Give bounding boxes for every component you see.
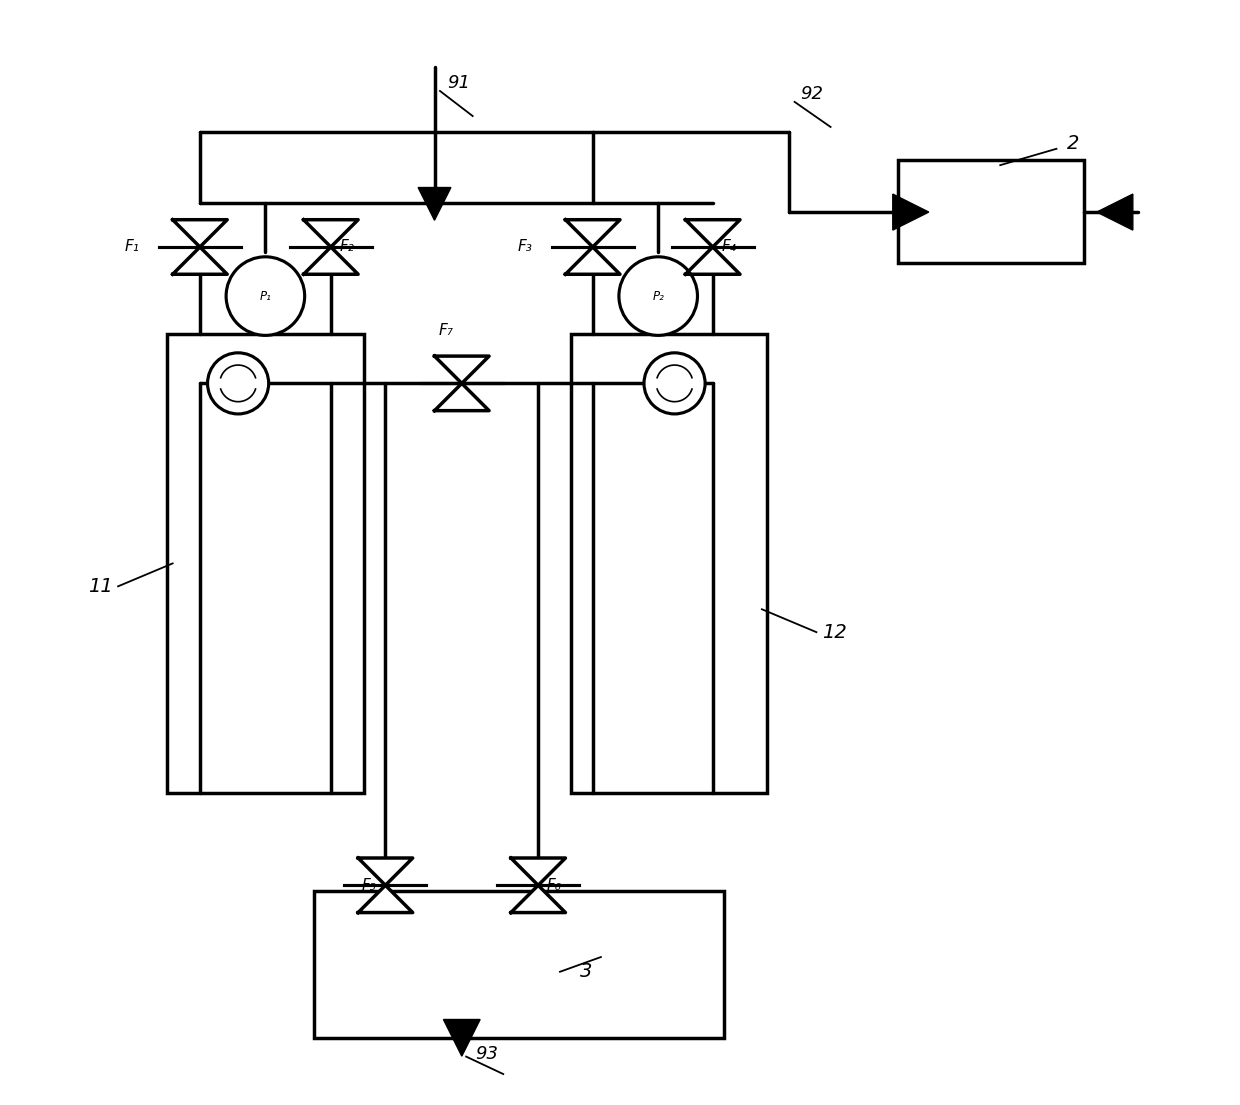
- Text: 3: 3: [580, 962, 593, 981]
- Text: 11: 11: [88, 577, 113, 596]
- Text: F₅: F₅: [362, 877, 377, 893]
- Polygon shape: [565, 248, 620, 274]
- Polygon shape: [511, 857, 565, 885]
- Polygon shape: [511, 885, 565, 913]
- Polygon shape: [304, 248, 358, 274]
- Text: 91: 91: [448, 74, 471, 93]
- Text: P₁: P₁: [259, 290, 272, 303]
- Text: 12: 12: [822, 622, 847, 642]
- Polygon shape: [418, 188, 451, 220]
- Polygon shape: [686, 248, 740, 274]
- Polygon shape: [358, 857, 413, 885]
- Text: F₇: F₇: [438, 323, 453, 337]
- Polygon shape: [434, 356, 489, 383]
- Polygon shape: [565, 220, 620, 248]
- Polygon shape: [172, 248, 227, 274]
- Polygon shape: [358, 885, 413, 913]
- Polygon shape: [172, 220, 227, 248]
- Bar: [898, 160, 1084, 263]
- Text: F₁: F₁: [125, 240, 140, 254]
- Text: F₃: F₃: [518, 240, 533, 254]
- Bar: [167, 335, 363, 792]
- Text: 2: 2: [1068, 134, 1080, 152]
- Text: F₂: F₂: [340, 240, 355, 254]
- Circle shape: [619, 256, 697, 336]
- Text: 93: 93: [475, 1045, 498, 1063]
- Text: 92: 92: [800, 85, 823, 103]
- Circle shape: [207, 352, 269, 414]
- Circle shape: [226, 256, 305, 336]
- Text: F₆: F₆: [547, 877, 562, 893]
- Text: P₂: P₂: [652, 290, 665, 303]
- Polygon shape: [434, 383, 489, 411]
- Polygon shape: [444, 1020, 480, 1056]
- Text: F₄: F₄: [722, 240, 737, 254]
- Bar: [570, 335, 768, 792]
- Polygon shape: [686, 220, 740, 248]
- Bar: [315, 891, 724, 1038]
- Circle shape: [644, 352, 706, 414]
- Polygon shape: [1097, 194, 1133, 230]
- Polygon shape: [304, 220, 358, 248]
- Polygon shape: [893, 194, 929, 230]
